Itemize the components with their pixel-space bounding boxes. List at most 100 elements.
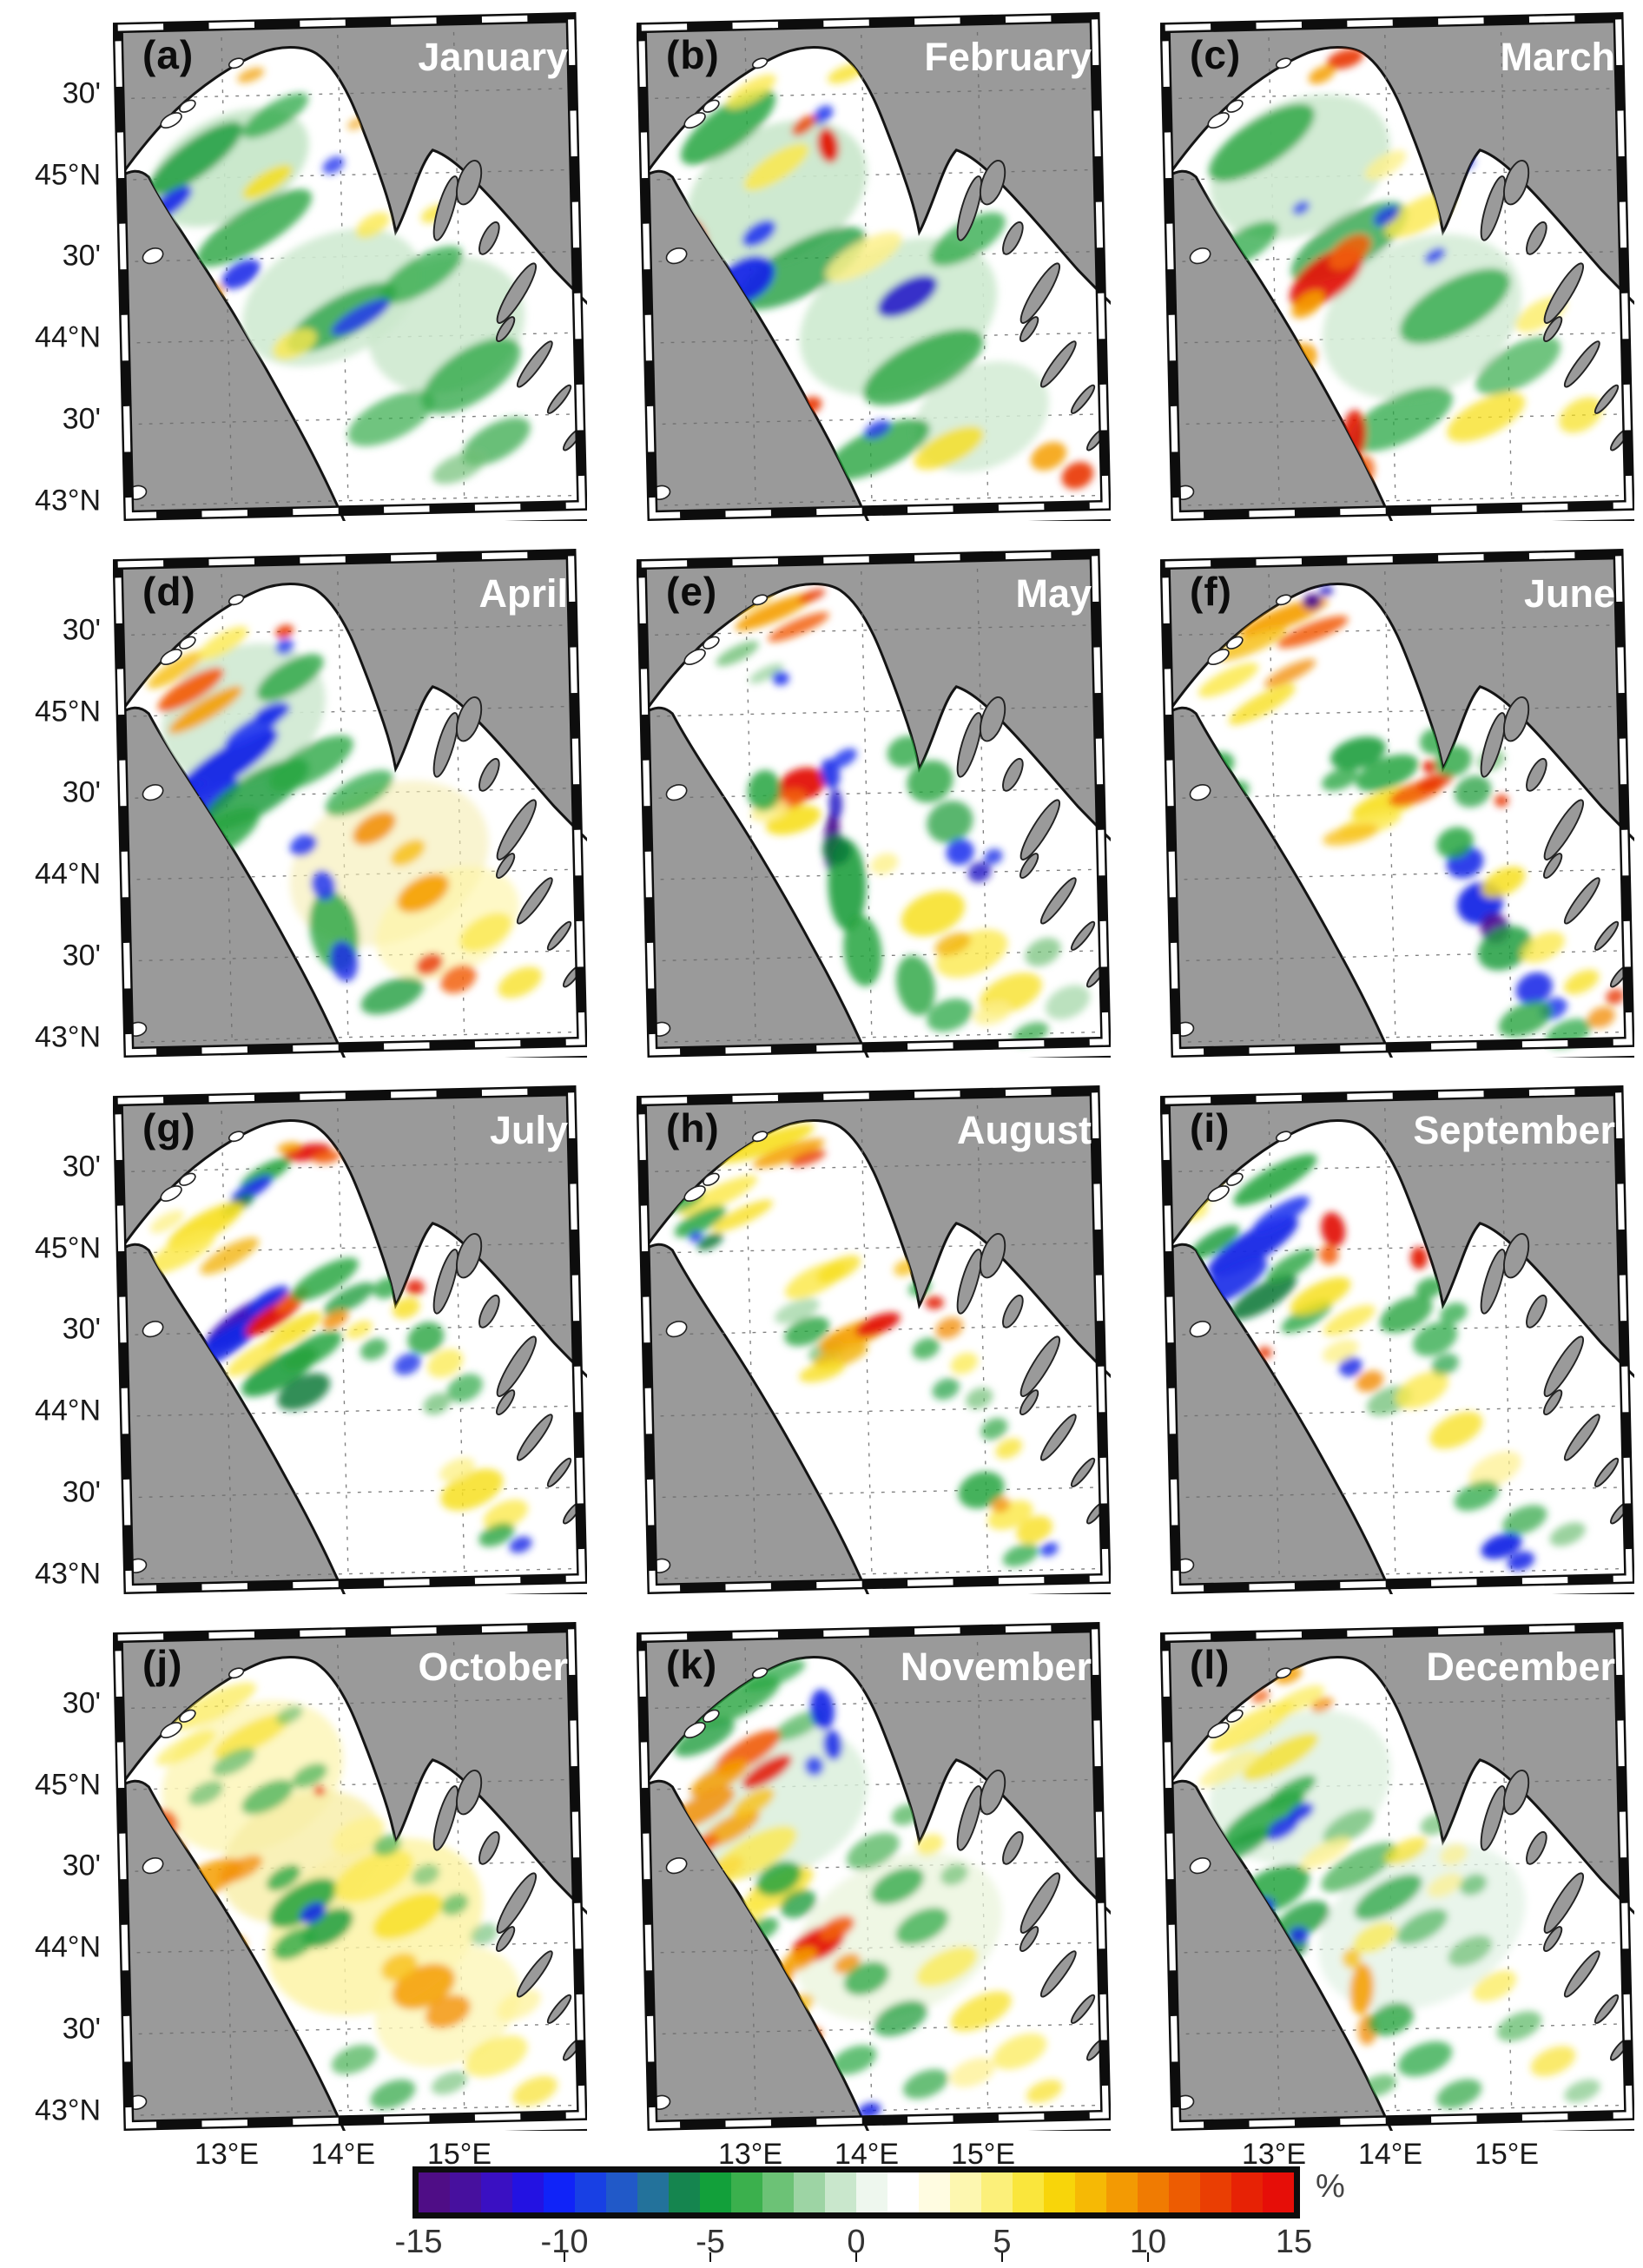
colorbar-segment [1169,2172,1200,2212]
map-frame-dashes [115,14,585,519]
map-panel-march: (c) March [1160,12,1634,521]
panel-month-title: October [418,1645,568,1689]
map-panel-february: (b) February [637,12,1111,521]
lagoons [1174,57,1292,500]
lon-tick-label: 15°E [426,2138,492,2171]
panel-letter: (h) [666,1105,720,1150]
map-february-svg [637,12,1111,521]
panel-month-title: February [924,35,1092,79]
colorbar: % -15 -10 -5 0 5 10 15 [395,2166,1455,2268]
lon-tick-label: 15°E [950,2138,1016,2171]
map-frame-dashes [1162,14,1633,519]
colorbar-segment [1263,2172,1294,2212]
lat-tick-label: 30' [62,2012,101,2046]
panel-letter: (k) [666,1642,718,1687]
islands [956,1233,1105,1525]
map-april-svg [113,549,587,1058]
map-panel-may: (e) May [637,549,1111,1058]
colorbar-segment [1013,2172,1044,2212]
map-december-svg [1160,1622,1634,2131]
colorbar-tick [855,2252,857,2262]
data-field [668,1124,1059,1567]
map-may-svg [637,549,1111,1058]
map-panel-april: (d) April [113,549,587,1058]
data-field [677,63,1094,490]
map-frame-dashes [1162,1087,1633,1592]
colorbar-gradient [412,2166,1300,2219]
panel-letter: (i) [1190,1105,1231,1150]
map-frame-dashes [638,1087,1109,1592]
panel-letter: (g) [142,1105,196,1150]
map-frame-dashes [638,551,1109,1056]
lat-tick-label: 43°N [35,484,101,518]
colorbar-tick-label: 0 [847,2224,866,2260]
colorbar-segment [481,2172,512,2212]
map-january-svg [113,12,587,521]
islands [432,160,582,452]
map-frame-dashes [115,551,585,1056]
lat-labels-row-2: 30' 45°N 30' 44°N 30' 43°N [0,549,106,1058]
map-july-svg [113,1085,587,1594]
islands [956,696,1105,988]
map-panel-june: (f) June [1160,549,1634,1058]
islands [1480,1233,1629,1525]
data-field [148,1142,532,1553]
panel-letter: (l) [1190,1642,1231,1687]
panel-month-title: April [478,571,568,616]
panel-month-title: January [418,35,568,79]
lat-tick-label: 43°N [35,1020,101,1054]
colorbar-tick-label: -15 [394,2224,443,2260]
map-frame-dashes [1162,1624,1633,2129]
lat-tick-label: 30' [62,76,101,110]
map-panel-september: (i) September [1160,1085,1634,1594]
map-august-svg [637,1085,1111,1594]
colorbar-segment [887,2172,919,2212]
islands [432,1770,582,2061]
colorbar-segment [794,2172,825,2212]
panel-month-title: November [900,1645,1092,1689]
colorbar-tick [564,2252,565,2262]
map-march-svg [1160,12,1634,521]
lat-tick-label: 45°N [35,158,101,192]
map-panel-july: (g) July [113,1085,587,1594]
map-panel-december: (l) December [1160,1622,1634,2131]
map-frame-dashes [638,1624,1109,2129]
colorbar-tick-label: 15 [1275,2224,1313,2260]
lat-tick-label: 44°N [35,857,101,891]
lat-tick-label: 30' [62,1312,101,1346]
lon-tick-label: 14°E [1357,2138,1423,2171]
colorbar-segment [1044,2172,1075,2212]
map-frame-dashes [115,1087,585,1592]
colorbar-segment [856,2172,887,2212]
panel-letter: (e) [666,569,718,614]
islands [956,160,1105,452]
map-panel-october: (j) October [113,1622,587,2131]
colorbar-segment [731,2172,762,2212]
colorbar-segment [919,2172,950,2212]
lon-tick-label: 13°E [194,2138,260,2171]
panel-month-title: June [1523,571,1615,616]
colorbar-tick-label: -10 [540,2224,589,2260]
panel-letter: (c) [1190,32,1242,77]
lat-tick-label: 30' [62,1686,101,1720]
panel-letter: (f) [1190,569,1232,614]
islands [1480,696,1629,988]
data-field [144,67,531,485]
lat-labels-row-1: 30' 45°N 30' 44°N 30' 43°N [0,12,106,521]
lon-tick-label: 14°E [834,2138,900,2171]
colorbar-segment [419,2172,450,2212]
colorbar-tick-label: 10 [1129,2224,1167,2260]
panel-month-title: December [1426,1645,1615,1689]
map-frame-dashes [1162,551,1633,1056]
map-june-svg [1160,549,1634,1058]
islands [1480,1770,1629,2061]
islands [432,1233,582,1525]
panel-letter: (b) [666,32,720,77]
colorbar-segment [1075,2172,1106,2212]
data-field [1198,585,1625,1049]
lagoons [127,57,245,500]
lat-tick-label: 30' [62,239,101,273]
panel-month-title: September [1413,1108,1615,1152]
colorbar-segment [544,2172,575,2212]
